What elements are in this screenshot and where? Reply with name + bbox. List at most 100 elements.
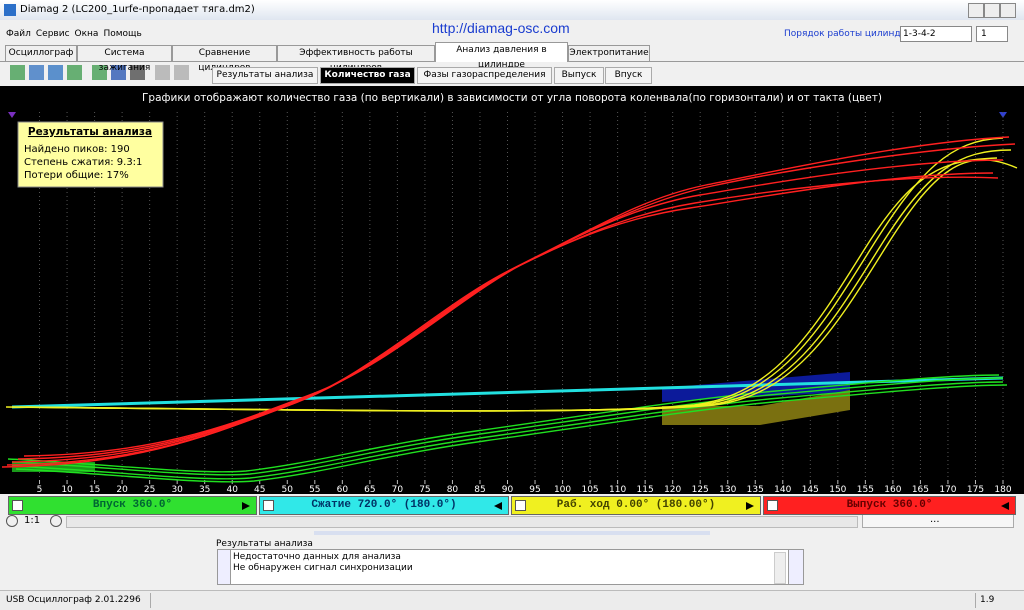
tab[interactable]: Система зажигания	[77, 45, 172, 73]
phase-label: Сжатие 720.0° (180.0°)	[311, 499, 457, 511]
info-bg	[17, 121, 164, 188]
menu-item[interactable]: Сервис	[35, 29, 70, 39]
marker-left	[8, 112, 16, 118]
clear-left[interactable]	[218, 550, 231, 584]
green-curves	[7, 374, 1008, 483]
phase-arrow	[746, 502, 754, 510]
tool-button[interactable]	[67, 65, 82, 80]
menu-item[interactable]: Помощь	[103, 29, 142, 39]
x-tick-label: 130	[719, 485, 736, 494]
x-tick-label: 115	[637, 485, 654, 494]
red-curve	[1, 172, 994, 468]
tab[interactable]: Осциллограф	[5, 45, 77, 61]
green-curve	[11, 381, 1004, 480]
menu-item[interactable]: Файл	[6, 29, 31, 39]
h-scroll[interactable]	[66, 516, 858, 528]
plot-caption: Графики отображают количество газа (по в…	[142, 92, 882, 104]
window-title: Diamag 2 (LC200_1urfe-пропадает тяга.dm2…	[20, 4, 255, 15]
x-tick-label: 155	[857, 485, 874, 494]
clear-right[interactable]	[788, 550, 803, 584]
order-label: Порядок работы цилиндров	[784, 29, 918, 39]
min-button[interactable]	[968, 3, 984, 18]
result-line: Не обнаружен сигнал синхронизации	[233, 563, 413, 573]
subtab[interactable]: Выпуск	[554, 67, 604, 84]
title-bar: Diamag 2 (LC200_1urfe-пропадает тяга.dm2…	[0, 0, 1024, 20]
phase-arrow	[494, 502, 502, 510]
spin[interactable]: 1	[976, 26, 1008, 42]
phase-bar[interactable]: Впуск 360.0°	[8, 496, 257, 515]
subtab[interactable]: Результаты анализа	[212, 67, 318, 84]
x-tick-label: 180	[994, 485, 1011, 494]
tool-button[interactable]	[174, 65, 189, 80]
tool-button[interactable]	[155, 65, 170, 80]
phase-arrow	[1001, 502, 1009, 510]
phase-check[interactable]	[263, 500, 274, 511]
tab[interactable]: Сравнение цилиндров	[172, 45, 277, 73]
phase-label: Впуск 360.0°	[92, 499, 173, 511]
tab[interactable]: Анализ давления в цилиндре	[435, 42, 568, 70]
phase-check[interactable]	[515, 500, 526, 511]
curves	[1, 136, 1018, 483]
x-tick-label: 165	[912, 485, 929, 494]
url: http://diamag-osc.com	[432, 20, 570, 36]
phase-check[interactable]	[767, 500, 778, 511]
app-icon	[4, 4, 16, 16]
x-tick-label: 5	[37, 485, 43, 494]
x-tick-label: 105	[581, 485, 598, 494]
x-tick-label: 20	[116, 485, 128, 494]
results-label: Результаты анализа	[216, 539, 313, 549]
x-tick-label: 125	[692, 485, 709, 494]
tool-button[interactable]	[48, 65, 63, 80]
subtab[interactable]: Впуск	[605, 67, 652, 84]
x-tick-label: 65	[364, 485, 375, 494]
tool-button[interactable]	[92, 65, 107, 80]
subtab[interactable]: Фазы газораспределения	[417, 67, 552, 84]
menu-item[interactable]: Окна	[74, 29, 99, 39]
x-tick-label: 25	[144, 485, 155, 494]
x-tick-label: 60	[337, 485, 349, 494]
close-button[interactable]	[1000, 3, 1016, 18]
tool-button[interactable]	[10, 65, 25, 80]
x-tick-label: 110	[609, 485, 626, 494]
cyan-curve	[11, 376, 1004, 409]
x-tick-label: 80	[447, 485, 459, 494]
phase-label: Раб. ход 0.00° (180.00°)	[556, 499, 716, 511]
zoom-out[interactable]	[6, 515, 18, 527]
max-button[interactable]	[984, 3, 1000, 18]
zoom-level: 1:1	[24, 515, 41, 526]
x-tick-label: 170	[939, 485, 956, 494]
x-tick-label: 85	[474, 485, 485, 494]
phase-bar[interactable]: Сжатие 720.0° (180.0°)	[259, 496, 509, 515]
status-bar: USB Осциллограф 2.01.2296 1.9	[0, 590, 1024, 610]
zoom-in[interactable]	[50, 515, 62, 527]
green-curve	[15, 384, 1008, 483]
phase-check[interactable]	[12, 500, 23, 511]
subtab[interactable]: Количество газа	[320, 67, 415, 84]
info-line: Найдено пиков: 190	[24, 144, 130, 155]
tool-button[interactable]	[130, 65, 145, 80]
x-tick-label: 50	[282, 485, 294, 494]
phase-bar[interactable]: Раб. ход 0.00° (180.00°)	[511, 496, 761, 515]
x-tick-label: 120	[664, 485, 681, 494]
x-tick-label: 135	[747, 485, 764, 494]
x-tick-label: 35	[199, 485, 210, 494]
x-tick-label: 10	[61, 485, 73, 494]
nav-ellipsis: ...	[930, 514, 940, 525]
marker-right	[999, 112, 1007, 118]
tab[interactable]: Эффективность работы цилиндров	[277, 45, 435, 73]
order-combo[interactable]: 1-3-4-2	[900, 26, 972, 42]
info-box: Результаты анализа Найдено пиков: 190 Ст…	[17, 121, 164, 188]
splitter[interactable]	[314, 531, 710, 535]
x-tick-label: 140	[774, 485, 791, 494]
info-title: Результаты анализа	[28, 126, 152, 138]
tool-button[interactable]	[111, 65, 126, 80]
green-block	[12, 462, 95, 472]
v-scroll[interactable]	[774, 552, 786, 584]
phase-bar[interactable]: Выпуск 360.0°	[763, 496, 1016, 515]
zoom-row: 1:1 ...	[0, 514, 1024, 528]
phase-arrow	[242, 502, 250, 510]
tab[interactable]: Электропитание	[568, 45, 650, 61]
phase-label: Выпуск 360.0°	[846, 499, 933, 511]
tool-button[interactable]	[29, 65, 44, 80]
